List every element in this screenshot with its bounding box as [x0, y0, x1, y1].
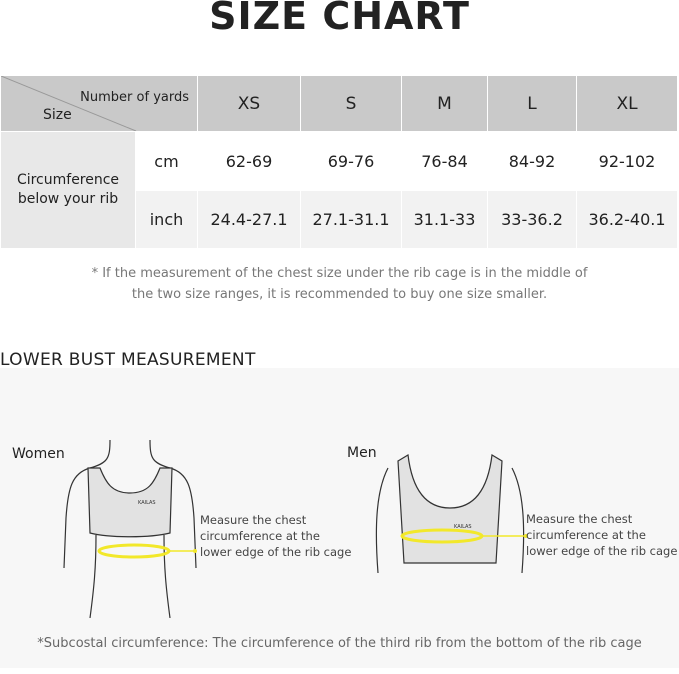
value-cell: 76-84	[401, 131, 488, 191]
row-label: Circumference below your rib	[0, 131, 136, 249]
footnote: *Subcostal circumference: The circumfere…	[37, 636, 642, 651]
value-cell: 33-36.2	[487, 190, 577, 249]
page-title: SIZE CHART	[209, 0, 470, 38]
corner-top-label: Number of yards	[80, 90, 189, 105]
svg-text:KAILAS: KAILAS	[454, 524, 472, 530]
men-instruction: Measure the chest circumference at the low…	[526, 512, 678, 558]
value-cell: 31.1-33	[401, 190, 488, 249]
brand-logo: KAILAS	[138, 500, 156, 506]
value-cell: 92-102	[576, 131, 678, 191]
size-header: M	[401, 75, 488, 132]
size-header: XL	[576, 75, 678, 132]
value-cell: 24.4-27.1	[197, 190, 301, 249]
note-line: the two size ranges, it is recommended t…	[131, 287, 548, 302]
corner-cell: Number of yards Size	[0, 75, 198, 132]
section-title: LOWER BUST MEASUREMENT	[0, 350, 256, 370]
value-cell: 62-69	[197, 131, 301, 191]
value-cell: 84-92	[487, 131, 577, 191]
size-header: XS	[197, 75, 301, 132]
men-figure-illustration: KAILAS	[375, 454, 528, 574]
diagonal-divider	[1, 76, 137, 131]
men-label: Men	[347, 445, 377, 461]
value-cell: 36.2-40.1	[576, 190, 678, 249]
size-header: S	[300, 75, 402, 132]
sizing-note: * If the measurement of the chest size u…	[0, 263, 679, 305]
unit-cell: inch	[135, 190, 198, 249]
header-row: Number of yards Size XS S M L XL	[0, 75, 678, 132]
table-row: Circumference below your rib cm 62-69 69…	[0, 131, 678, 249]
measurement-panel: Women KAILAS Measure the chest circumfere…	[0, 368, 679, 668]
women-instruction: Measure the chest circumference at the low…	[200, 513, 352, 559]
size-chart-table: Number of yards Size XS S M L XL Circumf…	[0, 75, 678, 249]
women-figure-illustration: KAILAS	[63, 439, 197, 618]
size-header: L	[487, 75, 577, 132]
unit-cell: cm	[135, 131, 198, 191]
corner-bottom-label: Size	[43, 107, 72, 123]
value-cell: 69-76	[300, 131, 402, 191]
note-line: * If the measurement of the chest size u…	[91, 266, 588, 281]
table-row: inch 24.4-27.1 27.1-31.1 31.1-33 33-36.2…	[1, 190, 678, 249]
women-label: Women	[12, 446, 65, 462]
value-cell: 27.1-31.1	[300, 190, 402, 249]
